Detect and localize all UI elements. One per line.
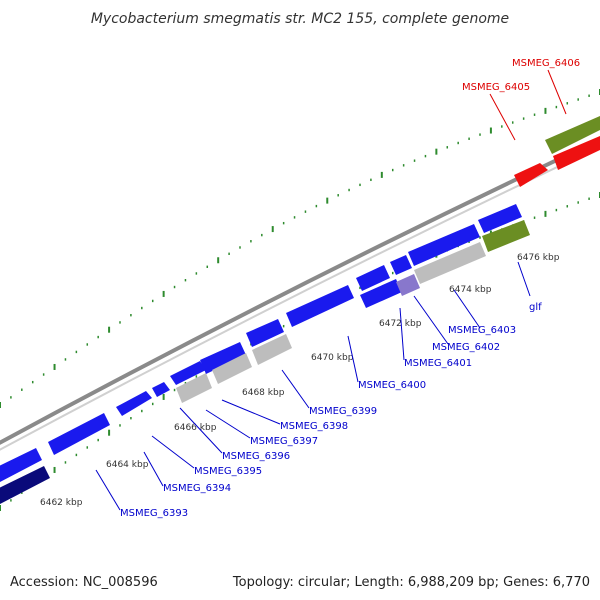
reverse-strand-features — [0, 204, 530, 504]
gene-labels: MSMEG_6393 MSMEG_6394 MSMEG_6395 MSMEG_6… — [120, 58, 580, 519]
gene-label[interactable]: MSMEG_6401 — [404, 358, 472, 369]
feature-msmeg-6395[interactable] — [116, 391, 152, 416]
forward-strand-features — [514, 116, 600, 187]
feature-glf-green[interactable] — [482, 220, 530, 252]
feature-msmeg-6406[interactable] — [545, 116, 600, 154]
feature-glf[interactable] — [478, 204, 522, 233]
feature-msmeg-6393[interactable] — [0, 448, 42, 482]
gene-label[interactable]: MSMEG_6399 — [309, 406, 377, 417]
gene-label[interactable]: MSMEG_6394 — [163, 483, 231, 494]
gene-label[interactable]: glf — [529, 302, 542, 313]
outer-tick-ring — [0, 89, 600, 408]
feature-msmeg-6405[interactable] — [553, 136, 600, 170]
genome-summary-text: Topology: circular; Length: 6,988,209 bp… — [232, 575, 590, 590]
label-leader-lines — [95, 69, 567, 511]
accession-text: Accession: NC_008596 — [10, 575, 158, 590]
feature-msmeg-6403[interactable] — [408, 224, 480, 266]
feature-msmeg-6398[interactable] — [200, 342, 246, 374]
feature-msmeg-6403-pseudo[interactable] — [414, 242, 486, 284]
feature-msmeg-6396[interactable] — [152, 382, 170, 397]
scale-tick-label: 6466 kbp — [174, 423, 217, 433]
feature-msmeg-6402-pseudo[interactable] — [396, 274, 420, 296]
gene-label[interactable]: MSMEG_6393 — [120, 508, 188, 519]
feature-msmeg-6401b[interactable] — [360, 279, 402, 308]
map-title: Mycobacterium smegmatis str. MC2 155, co… — [91, 11, 509, 27]
scale-tick-label: 6468 kbp — [242, 388, 285, 398]
scale-tick-label: 6474 kbp — [449, 285, 492, 295]
scale-tick-label: 6462 kbp — [40, 498, 83, 508]
gene-label[interactable]: MSMEG_6397 — [250, 436, 318, 447]
scale-tick-label: 6476 kbp — [517, 253, 560, 263]
gene-label[interactable]: MSMEG_6398 — [280, 421, 348, 432]
gene-label[interactable]: MSMEG_6396 — [222, 451, 290, 462]
gene-label[interactable]: MSMEG_6400 — [358, 380, 426, 391]
feature-msmeg-6397[interactable] — [170, 361, 206, 385]
feature-msmeg-6393-dark[interactable] — [0, 466, 50, 504]
gene-label[interactable]: MSMEG_6403 — [448, 325, 516, 336]
backbone-inner-line — [0, 145, 600, 451]
feature-msmeg-6402[interactable] — [390, 255, 412, 275]
feature-msmeg-6401[interactable] — [356, 265, 390, 291]
gene-label[interactable]: MSMEG_6406 — [512, 58, 580, 69]
feature-msmeg-6399-pseudo[interactable] — [252, 334, 292, 365]
feature-msmeg-6397-pseudo[interactable] — [176, 373, 212, 403]
gene-label[interactable]: MSMEG_6405 — [462, 82, 530, 93]
scale-tick-label: 6470 kbp — [311, 353, 354, 363]
feature-msmeg-6405b[interactable] — [514, 163, 548, 187]
scale-ticks: 6462 kbp 6464 kbp 6466 kbp 6468 kbp 6470… — [40, 253, 560, 508]
gene-label[interactable]: MSMEG_6402 — [432, 342, 500, 353]
feature-msmeg-6399[interactable] — [246, 319, 284, 347]
scale-tick-label: 6472 kbp — [379, 319, 422, 329]
feature-msmeg-6398-pseudo[interactable] — [212, 353, 252, 384]
feature-msmeg-6400[interactable] — [286, 285, 354, 327]
scale-tick-label: 6464 kbp — [106, 460, 149, 470]
feature-msmeg-6394[interactable] — [48, 413, 110, 455]
gene-label[interactable]: MSMEG_6395 — [194, 466, 262, 477]
